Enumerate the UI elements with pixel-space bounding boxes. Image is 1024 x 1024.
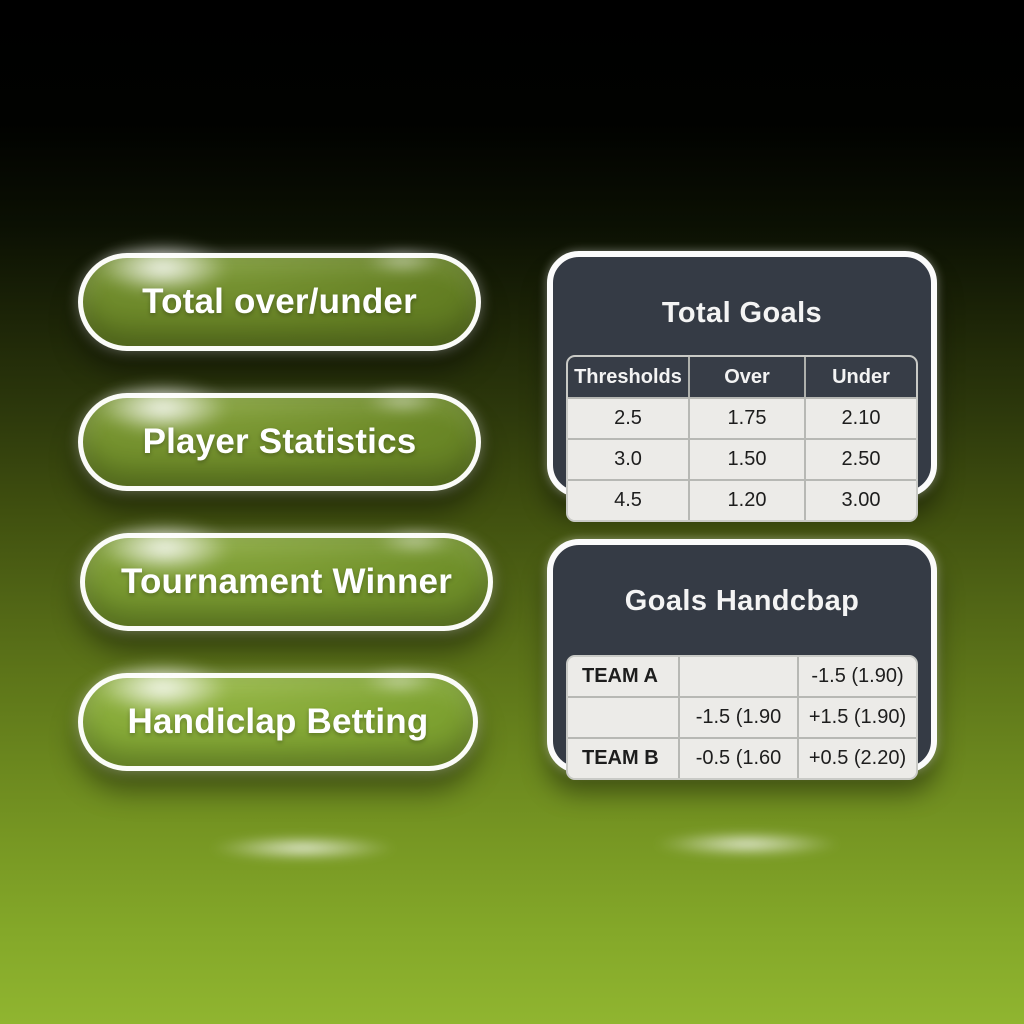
menu-button-handicap-betting[interactable]: Handiclap Betting bbox=[78, 673, 478, 771]
total-goals-panel: Total Goals Thresholds Over Under 2.5 1.… bbox=[547, 251, 937, 523]
handicap-odds[interactable]: -0.5 (1.60 bbox=[678, 737, 797, 779]
header-over: Over bbox=[688, 357, 804, 398]
header-thresholds: Thresholds bbox=[568, 357, 688, 398]
menu-button-total-over-under[interactable]: Total over/under bbox=[78, 253, 481, 351]
over-odds[interactable]: 1.75 bbox=[688, 397, 804, 439]
handicap-odds[interactable]: +0.5 (2.20) bbox=[797, 737, 916, 779]
empty-cell bbox=[678, 657, 797, 697]
total-goals-title: Total Goals bbox=[661, 297, 823, 330]
threshold-value: 3.0 bbox=[568, 438, 688, 480]
handicap-odds[interactable]: +1.5 (1.90) bbox=[797, 696, 916, 738]
team-a-label: TEAM A bbox=[568, 657, 678, 697]
menu-button-label: Tournament Winner bbox=[120, 562, 453, 601]
goals-handicap-table: TEAM A -1.5 (1.90) -1.5 (1.90 +1.5 (1.90… bbox=[566, 655, 918, 781]
threshold-value: 4.5 bbox=[568, 479, 688, 521]
threshold-value: 2.5 bbox=[568, 397, 688, 439]
table-row: TEAM B -0.5 (1.60 +0.5 (2.20) bbox=[568, 737, 916, 779]
menu-button-label: Player Statistics bbox=[142, 422, 417, 461]
over-odds[interactable]: 1.20 bbox=[688, 479, 804, 521]
handicap-odds[interactable]: -1.5 (1.90) bbox=[797, 657, 916, 697]
handicap-odds[interactable]: -1.5 (1.90 bbox=[678, 696, 797, 738]
menu-button-label: Handiclap Betting bbox=[127, 702, 429, 741]
under-odds[interactable]: 2.10 bbox=[804, 397, 916, 439]
menu-button-label: Total over/under bbox=[142, 282, 417, 321]
goals-handicap-panel: Goals Handcbap TEAM A -1.5 (1.90) -1.5 (… bbox=[547, 539, 937, 781]
over-odds[interactable]: 1.50 bbox=[688, 438, 804, 480]
menu-button-player-statistics[interactable]: Player Statistics bbox=[78, 393, 481, 491]
table-row: 4.5 1.20 3.00 bbox=[568, 479, 916, 521]
total-goals-table: Thresholds Over Under 2.5 1.75 2.10 3.0 … bbox=[566, 355, 918, 523]
table-header-row: Thresholds Over Under bbox=[568, 357, 916, 398]
table-row: -1.5 (1.90 +1.5 (1.90) bbox=[568, 696, 916, 738]
under-odds[interactable]: 3.00 bbox=[804, 479, 916, 521]
table-row: 3.0 1.50 2.50 bbox=[568, 438, 916, 480]
empty-cell bbox=[568, 696, 678, 738]
table-row: TEAM A -1.5 (1.90) bbox=[568, 657, 916, 697]
table-row: 2.5 1.75 2.10 bbox=[568, 397, 916, 439]
team-b-label: TEAM B bbox=[568, 737, 678, 779]
menu-button-tournament-winner[interactable]: Tournament Winner bbox=[80, 533, 493, 631]
under-odds[interactable]: 2.50 bbox=[804, 438, 916, 480]
header-under: Under bbox=[804, 357, 916, 398]
floor-glow-left bbox=[178, 831, 428, 865]
goals-handicap-title: Goals Handcbap bbox=[624, 585, 860, 618]
floor-glow-right bbox=[622, 827, 872, 861]
